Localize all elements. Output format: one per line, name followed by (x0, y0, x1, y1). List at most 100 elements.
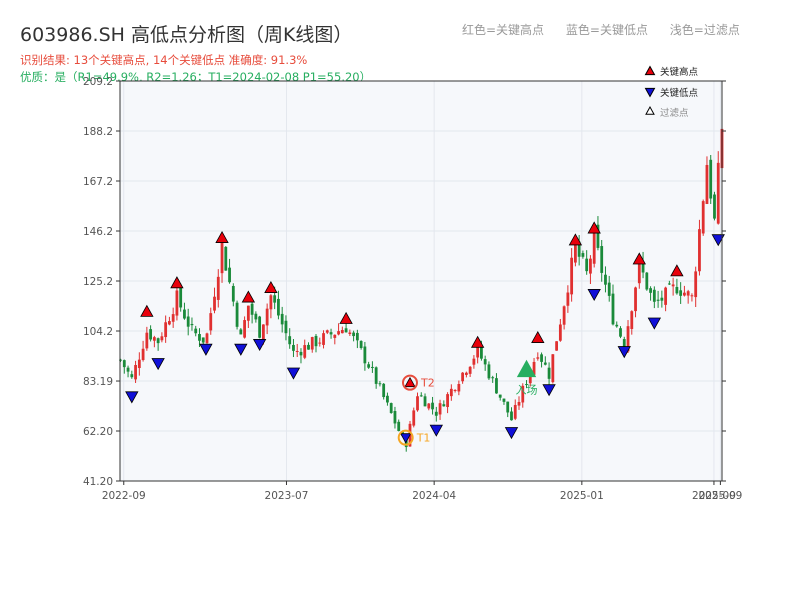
candle-up (446, 394, 449, 408)
candle-up (570, 257, 574, 295)
t1-low-marker (400, 433, 412, 444)
y-tick-label: 188.2 (83, 126, 113, 138)
t1-circle (397, 429, 414, 446)
candle-up (589, 258, 592, 274)
t1-label: T1 (416, 432, 431, 445)
chart-title: 603986.SH 高低点分析图（周K线图） (20, 24, 353, 46)
candle-up (427, 403, 431, 409)
candle-up (246, 305, 250, 321)
legend-filtered-label: 过滤点 (660, 107, 689, 119)
x-tick-label: 2025-09 (692, 490, 736, 502)
candle-up (337, 331, 340, 335)
y-tick-label: 83.19 (83, 376, 113, 388)
candle-down (393, 411, 397, 424)
low-triangle-icon (644, 87, 656, 98)
candle-down (397, 421, 401, 431)
candle-down (194, 328, 198, 334)
y-tick-label: 167.2 (83, 176, 113, 188)
candle-up (310, 337, 314, 350)
filtered-triangle-icon (645, 105, 655, 115)
candle-up (340, 330, 344, 334)
candle-up (513, 404, 517, 419)
candle-up (348, 332, 352, 334)
candle-up (476, 345, 480, 358)
key-low-marker (199, 343, 213, 356)
key-low-marker (125, 391, 139, 404)
x-tick-label: 2023-07 (265, 490, 309, 502)
key-high-marker (241, 290, 256, 303)
candle-down (622, 339, 626, 349)
candle-up (322, 333, 325, 345)
candle-down (273, 295, 277, 303)
candle-up (145, 332, 149, 349)
key-low-marker (151, 358, 165, 371)
y-tick-label: 209.2 (83, 76, 113, 88)
candle-up (630, 311, 634, 329)
color-legend: 红色=关键高点 蓝色=关键低点 浅色=过滤点 (462, 21, 758, 38)
candle-up (521, 385, 525, 403)
candle-down (641, 261, 645, 273)
y-tick-label: 41.20 (83, 476, 113, 488)
y-tick-label: 125.2 (83, 276, 113, 288)
candle-down (231, 285, 235, 302)
candle-down (201, 337, 205, 343)
candle-up (152, 337, 156, 341)
candle-down (619, 328, 622, 337)
candle-down (378, 383, 382, 385)
candle-up (634, 287, 637, 312)
candle-down (585, 258, 589, 272)
pivot-markers: T1 T2 入场 (125, 221, 725, 446)
candle-up (592, 229, 596, 264)
key-high-marker (632, 252, 646, 265)
candle-down (709, 159, 713, 199)
result-summary: 识别结果: 13个关键高点, 14个关键低点 准确度: 91.3% (20, 53, 308, 67)
candle-up (164, 322, 168, 338)
candle-down (122, 360, 126, 368)
candle-up (536, 357, 540, 359)
candle-down (434, 411, 438, 416)
key-low-marker (286, 367, 301, 380)
key-low-marker (587, 289, 601, 302)
candle-down (502, 398, 506, 402)
candle-down (299, 351, 303, 356)
candle-down (288, 336, 292, 345)
candle-up (412, 410, 416, 426)
candle-down (190, 323, 194, 326)
candle-down (374, 367, 378, 384)
candle-down (344, 328, 348, 333)
candle-down (607, 282, 611, 296)
key-low-marker (542, 384, 556, 397)
candle-up (716, 162, 720, 224)
x-tick-label: 2025-09 (698, 490, 742, 502)
candle-down (382, 383, 386, 398)
candle-up (626, 326, 630, 352)
candle-down (367, 364, 371, 368)
candle-down (615, 324, 619, 327)
candle-down (370, 366, 374, 368)
candle-down (119, 359, 122, 361)
candle-down (667, 283, 671, 285)
candle-down (547, 367, 551, 379)
candle-up (318, 342, 322, 344)
key-low-marker (234, 343, 248, 356)
candle-down (540, 354, 543, 362)
candle-up (243, 320, 246, 338)
key-high-marker (587, 221, 601, 234)
candle-down (314, 335, 318, 347)
key-high-marker (140, 304, 154, 317)
candle-up (562, 306, 566, 325)
candle-series (119, 119, 724, 452)
candle-up (528, 372, 532, 384)
candle-up (175, 290, 179, 316)
candle-up (216, 276, 220, 300)
candle-down (600, 246, 604, 273)
candle-down (577, 241, 581, 257)
candle-up (664, 287, 668, 305)
candle-down (386, 395, 389, 403)
candle-up (168, 321, 171, 325)
legend-red-text: 红色=关键高点 (462, 23, 545, 37)
candle-down (258, 316, 262, 338)
candle-up (573, 244, 577, 263)
candle-down (307, 344, 310, 350)
